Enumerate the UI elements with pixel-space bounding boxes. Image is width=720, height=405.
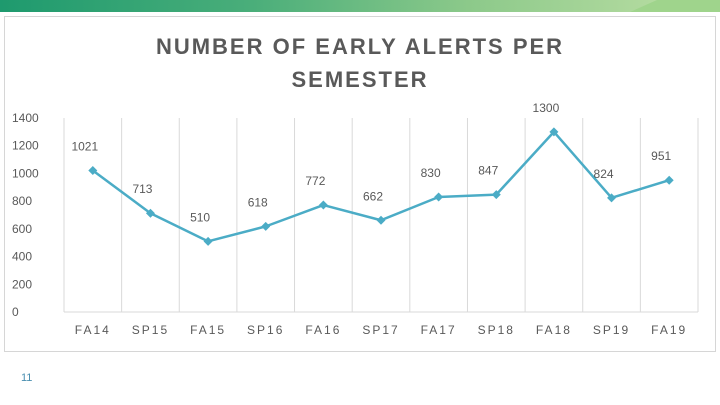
y-tick-label: 200: [12, 277, 32, 291]
data-point: [664, 175, 674, 185]
x-tick-label: SP15: [132, 323, 169, 337]
data-point: [318, 200, 328, 210]
x-tick-label: FA15: [190, 323, 226, 337]
data-label: 824: [594, 167, 614, 181]
data-point: [549, 127, 559, 137]
y-tick-label: 1200: [12, 139, 39, 153]
x-tick-label: FA19: [651, 323, 687, 337]
y-tick-label: 800: [12, 194, 32, 208]
x-tick-label: SP19: [593, 323, 630, 337]
data-point: [145, 208, 155, 218]
data-label: 830: [421, 166, 441, 180]
data-label: 772: [305, 174, 325, 188]
y-tick-label: 600: [12, 222, 32, 236]
x-tick-label: SP17: [362, 323, 399, 337]
banner-accent: [630, 0, 720, 12]
data-label: 847: [478, 164, 498, 178]
data-point: [607, 193, 617, 203]
y-axis-ticks: 0 200 400 600 800 1000 1200 1400: [12, 111, 39, 319]
data-point: [434, 192, 444, 202]
x-tick-label: FA18: [536, 323, 572, 337]
grid-lines: [63, 118, 699, 313]
chart-frame: [4, 16, 716, 352]
data-point: [491, 190, 501, 200]
x-tick-label: FA16: [305, 323, 341, 337]
data-labels: 1021 713 510 618 772 662 830 847 1300 824 951: [71, 101, 671, 224]
x-tick-label: SP16: [247, 323, 284, 337]
series-group: [88, 127, 674, 246]
data-label: 662: [363, 189, 383, 203]
slide-number: 11: [21, 372, 33, 384]
data-label: 1300: [533, 101, 560, 115]
data-label: 618: [248, 195, 268, 209]
data-label: 1021: [71, 140, 98, 154]
top-banner: [0, 0, 720, 12]
x-tick-label: SP18: [478, 323, 515, 337]
x-tick-label: FA14: [75, 323, 111, 337]
data-label: 510: [190, 210, 210, 224]
data-point: [203, 236, 213, 246]
chart-title: NUMBER OF EARLY ALERTS PER SEMESTER: [155, 34, 565, 92]
y-tick-label: 1000: [12, 166, 39, 180]
y-tick-label: 1400: [12, 111, 39, 125]
x-tick-label: FA17: [421, 323, 457, 337]
data-label: 713: [132, 182, 152, 196]
data-point: [376, 215, 386, 225]
data-point: [261, 221, 271, 231]
data-point: [88, 166, 98, 176]
y-tick-label: 400: [12, 250, 32, 264]
y-tick-label: 0: [12, 305, 19, 319]
x-axis-ticks: FA14 SP15 FA15 SP16 FA16 SP17 FA17 SP18 FA18 SP19…: [75, 323, 687, 337]
data-label: 951: [651, 149, 671, 163]
